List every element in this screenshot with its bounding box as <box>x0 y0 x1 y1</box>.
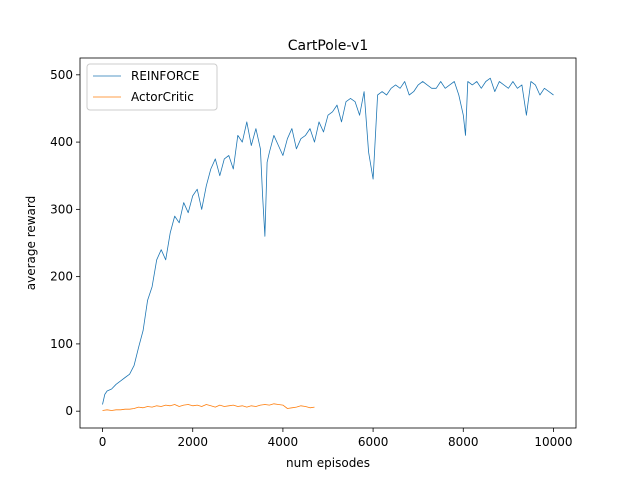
y-tick-label: 500 <box>50 68 73 82</box>
y-tick-label: 200 <box>50 270 73 284</box>
x-tick-label: 6000 <box>358 435 389 449</box>
x-tick-label: 0 <box>99 435 107 449</box>
legend: REINFORCE ActorCritic <box>86 63 218 111</box>
y-tick-label: 300 <box>50 202 73 216</box>
x-axis: 0 2000 4000 6000 8000 10000 <box>99 428 573 449</box>
y-tick-label: 400 <box>50 135 73 149</box>
y-tick-label: 100 <box>50 337 73 351</box>
legend-label: ActorCritic <box>131 90 194 104</box>
legend-label: REINFORCE <box>131 69 199 83</box>
chart-title: CartPole-v1 <box>288 38 368 54</box>
x-tick-label: 2000 <box>177 435 208 449</box>
x-tick-label: 4000 <box>268 435 299 449</box>
y-tick-label: 0 <box>65 404 73 418</box>
legend-box <box>86 63 218 111</box>
plot-frame <box>79 57 577 429</box>
y-axis: 0 100 200 300 400 500 <box>50 68 80 418</box>
plot-area <box>102 77 554 411</box>
x-tick-label: 10000 <box>534 435 572 449</box>
series-line-actorcritic <box>102 403 315 411</box>
x-tick-label: 8000 <box>448 435 479 449</box>
x-axis-label: num episodes <box>286 456 370 470</box>
series-line-reinforce <box>102 77 554 405</box>
y-axis-label: average reward <box>24 196 38 291</box>
